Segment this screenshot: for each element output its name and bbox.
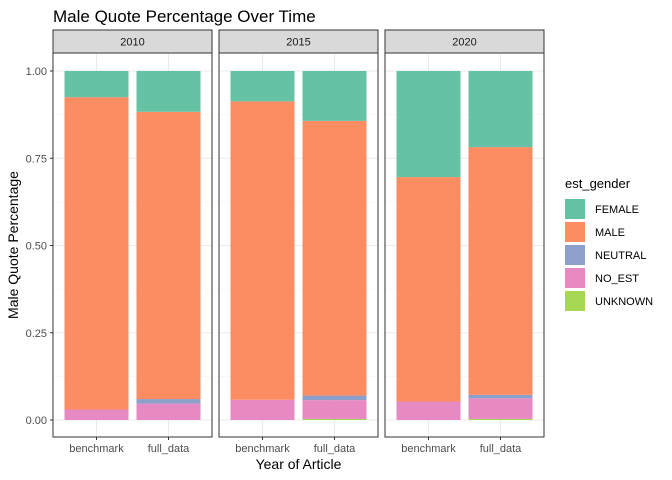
x-tick-label: full_data (148, 443, 190, 455)
bar-segment-male (396, 177, 461, 402)
panel-border (218, 52, 379, 438)
bar-segment-male (468, 147, 533, 395)
facet-panel-2015: 2015 benchmark full_data (218, 29, 379, 455)
y-axis: 0.00 0.25 0.50 0.75 1.00 (26, 66, 53, 427)
bar-segment-female (230, 71, 295, 102)
y-tick-label: 0.25 (26, 328, 47, 340)
legend-label: UNKNOWN (595, 296, 653, 308)
facet-label: 2020 (452, 37, 476, 49)
bar-benchmark (396, 71, 461, 420)
legend-label: NEUTRAL (595, 250, 646, 262)
bar-segment-unknown (468, 418, 533, 420)
bar-segment-male (64, 97, 129, 410)
bar-segment-female (302, 71, 367, 121)
bar-segment-male (136, 111, 201, 400)
legend-item-female: FEMALE (565, 199, 639, 219)
legend-label: NO_EST (595, 273, 639, 285)
bar-segment-neutral (468, 394, 533, 399)
legend-swatch (565, 291, 585, 311)
y-axis-title: Male Quote Percentage (5, 171, 21, 319)
legend-swatch (565, 199, 585, 219)
x-tick-label: benchmark (235, 443, 290, 455)
bar-segment-female (64, 71, 129, 98)
y-tick-label: 0.00 (26, 415, 47, 427)
legend-item-neutral: NEUTRAL (565, 245, 646, 265)
bar-segment-male (302, 120, 367, 396)
facet-panel-2020: 2020 benchmark full_data (384, 29, 545, 455)
x-tick-label: full_data (480, 443, 522, 455)
y-tick-label: 0.75 (26, 153, 47, 165)
x-axis-title: Year of Article (256, 456, 342, 472)
legend-item-unknown: UNKNOWN (565, 291, 653, 311)
bar-full_data (468, 71, 533, 420)
bar-benchmark (230, 71, 295, 420)
legend-swatch (565, 268, 585, 288)
bar-segment-no-est (136, 403, 201, 420)
facet-label: 2015 (286, 37, 310, 49)
legend-item-male: MALE (565, 222, 625, 242)
facet-panel-2010: 2010 benchmark full_data (52, 29, 213, 455)
bar-segment-no-est (64, 409, 129, 420)
panel-border (384, 52, 545, 438)
bar-segment-unknown (302, 418, 367, 420)
bar-segment-male (230, 101, 295, 400)
facet-label: 2010 (120, 37, 144, 49)
bar-full_data (302, 71, 367, 420)
x-tick-label: full_data (314, 443, 356, 455)
bar-segment-female (136, 71, 201, 112)
x-tick-label: benchmark (401, 443, 456, 455)
bar-segment-neutral (136, 399, 201, 404)
legend-swatch (565, 222, 585, 242)
chart-title: Male Quote Percentage Over Time (53, 7, 316, 26)
bar-segment-no-est (230, 399, 295, 420)
bar-segment-female (468, 71, 533, 148)
legend: est_gender FEMALE MALE NEUTRAL NO_EST UNKNOW… (565, 176, 653, 311)
y-tick-label: 0.50 (26, 241, 47, 253)
legend-label: MALE (595, 227, 625, 239)
legend-item-no-est: NO_EST (565, 268, 639, 288)
legend-label: FEMALE (595, 204, 639, 216)
bar-full_data (136, 71, 201, 420)
bar-segment-no-est (302, 400, 367, 419)
bar-segment-neutral (302, 395, 367, 401)
legend-swatch (565, 245, 585, 265)
x-tick-label: benchmark (69, 443, 124, 455)
bar-segment-female (396, 71, 461, 178)
bar-segment-no-est (396, 401, 461, 420)
facet-panels: 2010 benchmark full_data 2015 benchmark full_… (52, 29, 545, 455)
legend-title: est_gender (565, 176, 631, 191)
y-tick-label: 1.00 (26, 66, 47, 78)
bar-benchmark (64, 71, 129, 420)
bar-segment-no-est (468, 398, 533, 419)
